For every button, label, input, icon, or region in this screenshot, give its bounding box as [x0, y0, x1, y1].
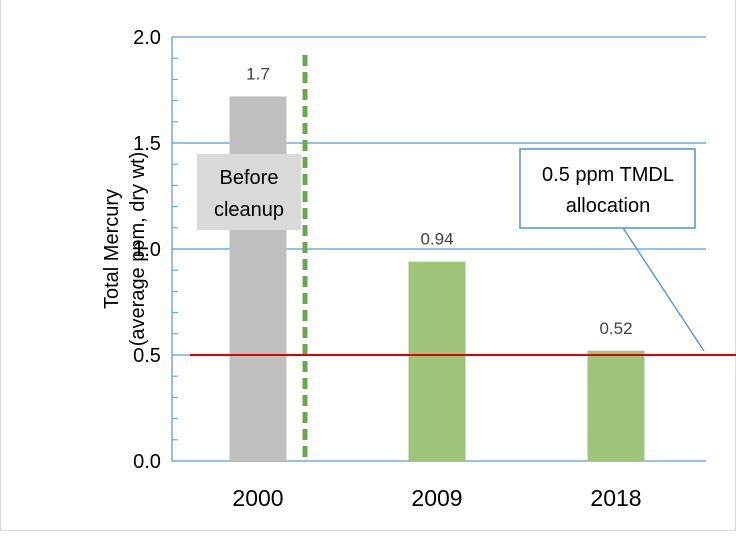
tmdl-callout-label: 0.5 ppm TMDL: [542, 164, 674, 186]
x-tick-label: 2000: [232, 485, 283, 511]
x-tick-label: 2018: [590, 485, 641, 511]
before-cleanup-box: [197, 154, 301, 230]
tmdl-callout-label: allocation: [566, 195, 651, 217]
data-label-2018: 0.52: [599, 319, 632, 338]
y-tick-label: 0.0: [133, 451, 161, 473]
before-cleanup-label: Before: [220, 167, 279, 189]
y-axis-title: Total Mercury: [101, 189, 123, 309]
tmdl-callout-box: [519, 148, 696, 229]
y-tick-label: 1.5: [133, 133, 161, 155]
bar-2018: [587, 350, 645, 461]
y-tick-label: 0.5: [133, 345, 161, 367]
bar-2000: [229, 96, 287, 462]
data-label-2009: 0.94: [420, 230, 453, 249]
data-label-2000: 1.7: [246, 64, 270, 83]
before-cleanup-label: cleanup: [214, 199, 284, 221]
y-tick-label: 1.0: [133, 239, 161, 261]
bar-2009: [408, 261, 466, 461]
x-tick-label: 2009: [411, 485, 462, 511]
tmdl-callout-leader: [622, 227, 705, 352]
y-axis-title: (average ppm, dry wt): [127, 152, 149, 347]
y-tick-label: 2.0: [133, 27, 161, 49]
